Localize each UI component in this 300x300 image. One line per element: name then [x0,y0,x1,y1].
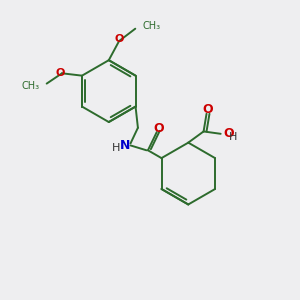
Text: O: O [202,103,213,116]
Text: O: O [153,122,164,135]
Text: H: H [112,143,120,153]
Text: H: H [229,132,237,142]
Text: O: O [115,34,124,44]
Text: CH₃: CH₃ [142,21,161,31]
Text: CH₃: CH₃ [21,81,39,91]
Text: O: O [223,127,234,140]
Text: N: N [120,139,131,152]
Text: O: O [55,68,64,78]
